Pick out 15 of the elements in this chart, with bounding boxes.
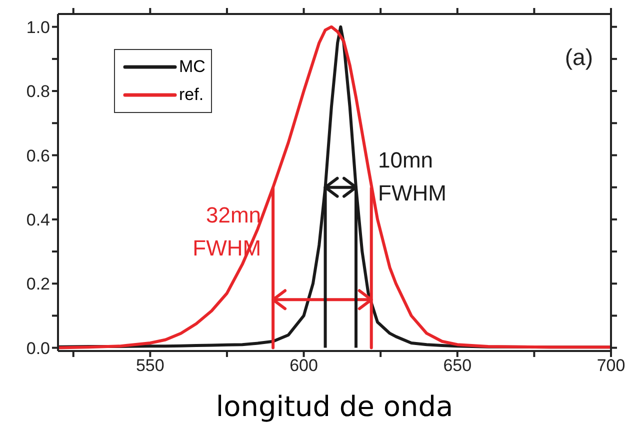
y-tick-label: 0.4: [26, 210, 50, 230]
legend-label: ref.: [179, 84, 204, 106]
x-axis-title: longitud de onda: [216, 390, 454, 423]
legend-label: MC: [179, 56, 206, 78]
x-tick-label: 700: [596, 356, 626, 376]
annotation: (a): [564, 44, 593, 71]
x-tick-label: 650: [443, 356, 472, 376]
x-tick-label: 600: [290, 356, 318, 376]
y-tick-label: 0.8: [26, 82, 50, 102]
y-tick-label: 0.6: [26, 146, 50, 166]
legend-label: 10mn FWHM: [378, 147, 446, 206]
y-tick-label: 0.2: [26, 274, 50, 294]
x-tick-label: 550: [136, 356, 164, 376]
y-tick-label: 0.0: [26, 338, 50, 358]
y-tick-label: 1.0: [26, 18, 50, 37]
